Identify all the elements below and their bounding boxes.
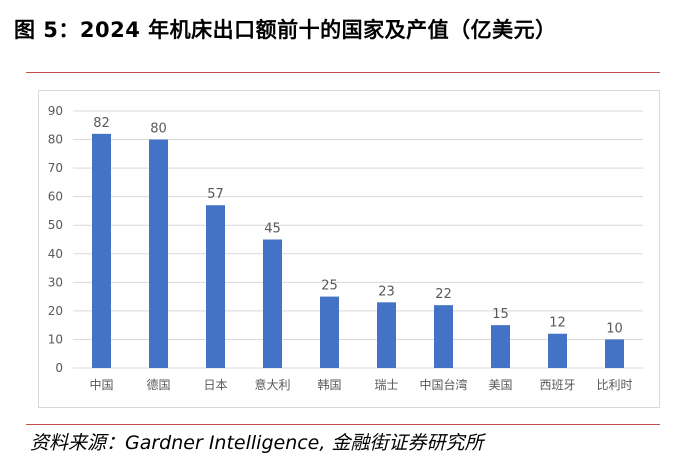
x-tick-label: 意大利 xyxy=(254,377,290,392)
y-tick-label: 20 xyxy=(48,304,63,318)
x-tick-label: 中国台湾 xyxy=(419,377,467,392)
x-tick-label: 韩国 xyxy=(317,377,341,392)
bar xyxy=(377,302,396,368)
y-tick-label: 50 xyxy=(48,218,63,232)
x-tick-label: 美国 xyxy=(488,378,512,392)
y-tick-label: 10 xyxy=(48,332,63,346)
bar-value-label: 10 xyxy=(606,321,623,336)
bar-value-label: 22 xyxy=(435,287,452,302)
y-tick-label: 60 xyxy=(48,190,63,204)
bar-value-label: 15 xyxy=(492,307,509,322)
y-tick-label: 90 xyxy=(48,104,63,118)
bar xyxy=(149,139,168,368)
y-tick-label: 30 xyxy=(48,275,63,289)
y-tick-label: 80 xyxy=(48,133,63,147)
x-tick-label: 中国 xyxy=(89,377,113,392)
bar xyxy=(263,239,282,368)
bar-value-label: 12 xyxy=(549,316,566,331)
y-tick-label: 70 xyxy=(48,161,63,175)
bar-value-label: 82 xyxy=(93,116,110,131)
x-tick-label: 比利时 xyxy=(596,378,632,392)
bar xyxy=(434,305,453,368)
bar-value-label: 25 xyxy=(321,279,338,294)
x-tick-label: 瑞士 xyxy=(374,378,398,392)
bar xyxy=(92,133,111,368)
bar xyxy=(548,333,567,368)
bar-value-label: 23 xyxy=(378,284,395,299)
bar-value-label: 45 xyxy=(264,222,281,237)
chart-frame: 0 10 20 30 40 50 60 70 80 90 82 中国 80 德国 57 日本 45 意大利 25 韩国… xyxy=(38,90,660,408)
bar-value-label: 80 xyxy=(150,122,167,137)
source-rule xyxy=(26,424,660,425)
y-tick-label: 40 xyxy=(48,247,63,261)
title-rule xyxy=(26,72,660,73)
bar xyxy=(605,339,624,368)
bar-value-label: 57 xyxy=(207,187,224,202)
y-tick-label: 0 xyxy=(55,361,63,375)
bar-chart: 0 10 20 30 40 50 60 70 80 90 82 中国 80 德国 57 日本 45 意大利 25 韩国… xyxy=(48,104,643,392)
bar xyxy=(206,205,225,368)
figure-title: 图 5：2024 年机床出口额前十的国家及产值（亿美元） xyxy=(14,18,557,42)
x-tick-label: 德国 xyxy=(146,377,170,392)
x-tick-label: 日本 xyxy=(203,378,227,392)
bar xyxy=(320,296,339,368)
bar xyxy=(491,325,510,368)
source-note: 资料来源：Gardner Intelligence, 金融街证券研究所 xyxy=(30,432,484,454)
x-tick-label: 西班牙 xyxy=(539,378,575,392)
